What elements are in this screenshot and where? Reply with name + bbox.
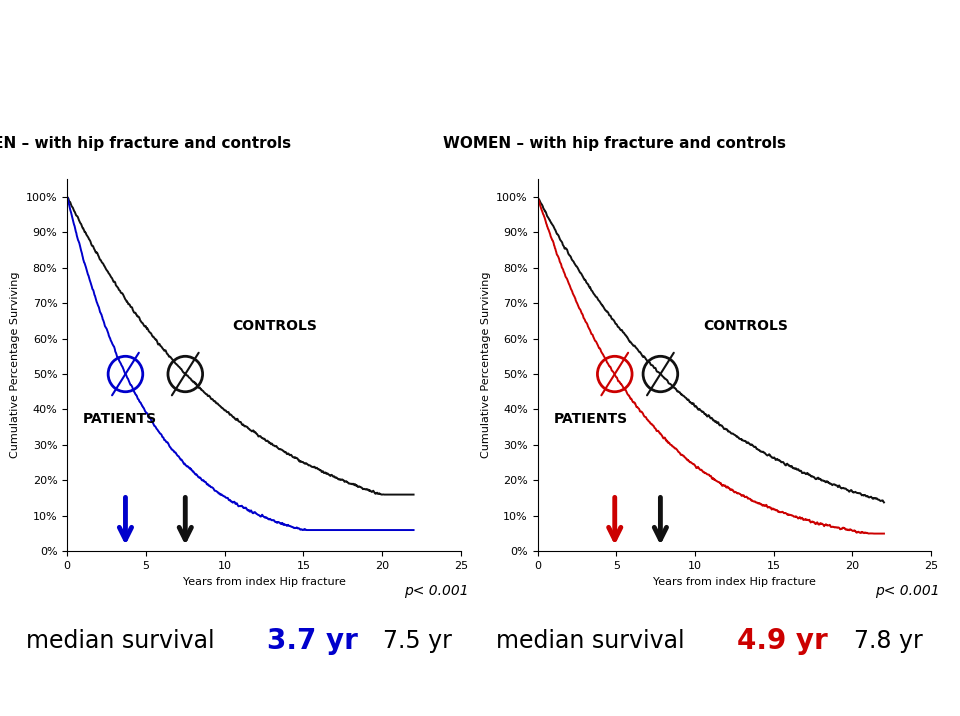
Text: median survival: median survival (26, 629, 214, 653)
Text: PATIENTS: PATIENTS (83, 412, 157, 426)
Text: p< 0.001: p< 0.001 (875, 584, 940, 598)
Text: CONTROLS: CONTROLS (232, 319, 318, 333)
Text: MEN – with hip fracture and controls: MEN – with hip fracture and controls (0, 136, 291, 150)
Text: 4.9 yr: 4.9 yr (737, 626, 828, 655)
Text: p< 0.001: p< 0.001 (404, 584, 469, 598)
Text: Survival/Mortality – Men and Women: Survival/Mortality – Men and Women (79, 24, 881, 62)
X-axis label: Years from index Hip fracture: Years from index Hip fracture (182, 576, 346, 586)
Text: WOMEN – with hip fracture and controls: WOMEN – with hip fracture and controls (443, 136, 786, 150)
Y-axis label: Cumulative Percentage Surviving: Cumulative Percentage Surviving (481, 272, 491, 458)
X-axis label: Years from index Hip fracture: Years from index Hip fracture (653, 576, 816, 586)
Y-axis label: Cumulative Percentage Surviving: Cumulative Percentage Surviving (11, 272, 20, 458)
Text: median survival: median survival (496, 629, 684, 653)
Text: CONTROLS: CONTROLS (703, 319, 788, 333)
Text: 7.8 yr: 7.8 yr (853, 629, 923, 653)
Text: 7.5 yr: 7.5 yr (383, 629, 452, 653)
Text: 3.7 yr: 3.7 yr (267, 626, 357, 655)
Text: PATIENTS: PATIENTS (553, 412, 628, 426)
